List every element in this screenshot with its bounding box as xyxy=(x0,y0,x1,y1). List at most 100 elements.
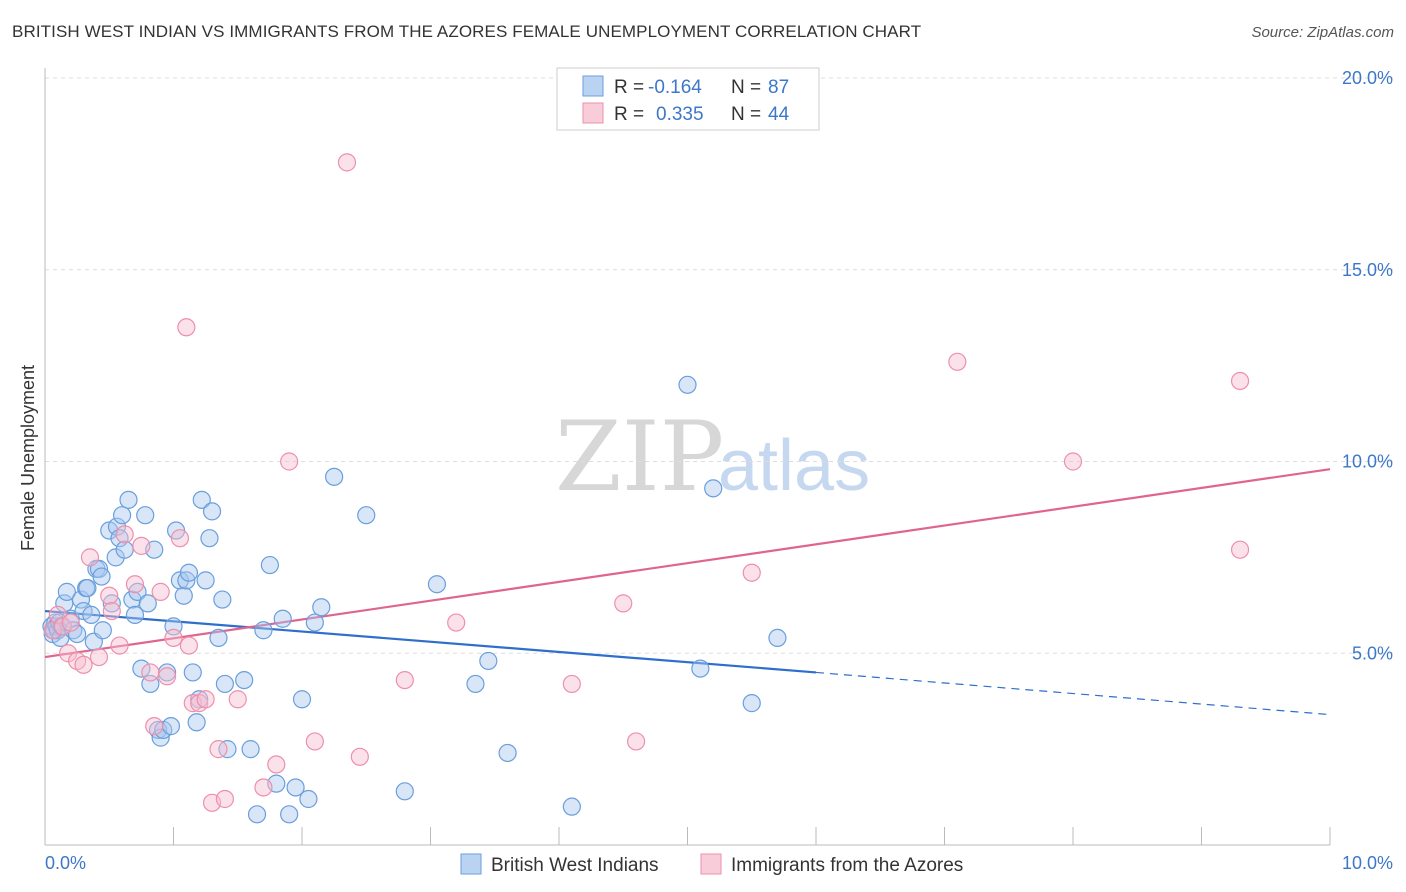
point-azores xyxy=(228,690,247,709)
point-british-west-indians xyxy=(107,517,127,536)
point-british-west-indians xyxy=(280,805,299,824)
point-british-west-indians xyxy=(125,605,145,625)
point-british-west-indians xyxy=(93,621,112,640)
point-british-west-indians xyxy=(136,506,155,525)
point-british-west-indians xyxy=(247,805,267,824)
point-british-west-indians xyxy=(92,567,111,586)
point-british-west-indians xyxy=(82,605,101,625)
legend-r-label: R = xyxy=(614,104,644,125)
point-azores xyxy=(145,717,164,736)
legend-label-azores: Immigrants from the Azores xyxy=(731,855,963,876)
axes xyxy=(44,68,1331,846)
point-azores xyxy=(80,548,100,567)
point-azores xyxy=(1063,452,1083,471)
point-british-west-indians xyxy=(691,659,710,678)
point-azores xyxy=(151,582,170,601)
point-british-west-indians xyxy=(187,713,206,732)
y-tick-label: 20.0% xyxy=(1342,68,1393,88)
y-axis-label: Female Unemployment xyxy=(18,365,38,551)
point-british-west-indians xyxy=(299,789,318,809)
point-azores xyxy=(157,667,177,686)
point-azores xyxy=(170,529,190,548)
point-azores xyxy=(179,636,199,655)
legend-n-value: 87 xyxy=(768,77,789,98)
point-british-west-indians xyxy=(325,467,344,486)
point-azores xyxy=(614,594,633,613)
y-tick-label: 5.0% xyxy=(1352,643,1393,663)
point-azores xyxy=(948,352,967,371)
point-azores xyxy=(141,663,160,682)
point-british-west-indians xyxy=(427,575,447,594)
legend-n-value: 44 xyxy=(768,104,790,125)
grid-lines xyxy=(45,77,1395,654)
tick-labels: 5.0% 10.0% 15.0% 20.0% 0.0% 10.0% xyxy=(45,68,1393,873)
y-tick-label: 15.0% xyxy=(1342,260,1393,280)
trend-line-azores xyxy=(44,468,1331,659)
point-british-west-indians xyxy=(286,778,305,797)
chart-title: BRITISH WEST INDIAN VS IMMIGRANTS FROM T… xyxy=(12,22,922,41)
point-azores xyxy=(280,452,299,471)
point-british-west-indians xyxy=(174,586,193,605)
point-azores xyxy=(177,318,196,337)
point-azores xyxy=(337,153,357,172)
point-british-west-indians xyxy=(704,479,723,498)
point-british-west-indians xyxy=(768,628,787,648)
point-azores xyxy=(132,536,151,555)
point-azores xyxy=(305,732,324,751)
point-british-west-indians xyxy=(213,590,232,609)
legend-swatch-british-west-indians xyxy=(460,853,482,875)
point-azores xyxy=(89,647,109,667)
point-azores xyxy=(61,613,80,632)
point-azores xyxy=(115,525,134,544)
trend-line-extension xyxy=(815,671,1331,716)
point-azores xyxy=(209,740,228,759)
trend-lines xyxy=(44,468,1331,716)
point-british-west-indians xyxy=(215,674,234,694)
point-british-west-indians xyxy=(260,555,279,575)
point-azores xyxy=(125,575,145,594)
legend-swatch-pink xyxy=(582,102,604,124)
x-tick-label: 0.0% xyxy=(45,853,86,873)
legend-r-value: -0.164 xyxy=(648,77,702,98)
point-azores xyxy=(1230,371,1250,391)
point-british-west-indians xyxy=(202,502,222,521)
point-british-west-indians xyxy=(71,590,91,609)
point-azores xyxy=(102,601,121,621)
point-british-west-indians xyxy=(235,670,254,690)
point-british-west-indians xyxy=(562,797,581,816)
point-azores xyxy=(74,655,93,674)
point-british-west-indians xyxy=(132,659,151,678)
y-tick-label: 10.0% xyxy=(1342,452,1393,472)
point-british-west-indians xyxy=(292,690,312,709)
point-british-west-indians xyxy=(742,694,761,713)
point-british-west-indians xyxy=(161,717,181,736)
point-azores xyxy=(350,747,369,766)
point-azores xyxy=(196,690,215,709)
point-azores xyxy=(100,586,119,605)
chart-source: Source: ZipAtlas.com xyxy=(1251,24,1394,41)
point-british-west-indians xyxy=(209,628,228,648)
stats-legend: R = -0.164 N = 87 R = 0.335 N = 44 xyxy=(556,67,820,131)
point-british-west-indians xyxy=(200,529,219,548)
series-legend: British West Indians Immigrants from the… xyxy=(460,853,963,876)
legend-r-label: R = xyxy=(614,77,644,98)
point-british-west-indians xyxy=(678,375,697,394)
point-azores xyxy=(110,636,129,655)
legend-n-label: N = xyxy=(731,77,761,98)
legend-swatch-blue xyxy=(582,75,604,97)
point-british-west-indians xyxy=(115,540,134,559)
point-british-west-indians xyxy=(119,490,138,509)
watermark-zip: ZIP xyxy=(555,401,724,513)
point-british-west-indians xyxy=(78,578,97,598)
point-british-west-indians xyxy=(179,563,199,582)
point-british-west-indians xyxy=(241,740,260,759)
point-british-west-indians xyxy=(395,782,414,801)
point-british-west-indians xyxy=(498,743,517,763)
point-british-west-indians xyxy=(112,506,132,525)
point-azores xyxy=(215,789,234,809)
point-british-west-indians xyxy=(273,609,292,628)
point-azores xyxy=(395,670,414,690)
point-british-west-indians xyxy=(192,490,211,509)
legend-r-value: 0.335 xyxy=(656,104,704,125)
